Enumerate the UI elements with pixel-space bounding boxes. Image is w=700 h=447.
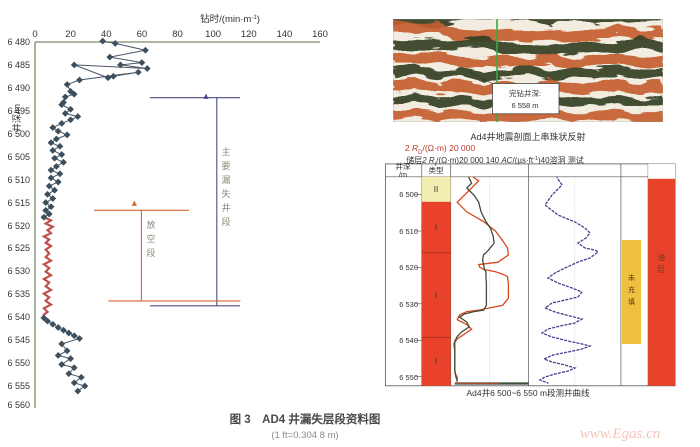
svg-text:II: II	[434, 185, 438, 194]
svg-text:6 515: 6 515	[7, 198, 30, 208]
svg-text:6 505: 6 505	[7, 152, 30, 162]
svg-text:6 530: 6 530	[399, 300, 418, 309]
svg-text:60: 60	[137, 29, 148, 40]
svg-text:失: 失	[221, 188, 230, 199]
svg-text:放: 放	[146, 219, 155, 230]
svg-text:钻时/(min·m-1): 钻时/(min·m-1)	[200, 13, 260, 25]
svg-text:6 550: 6 550	[7, 358, 30, 368]
svg-text:6 540: 6 540	[7, 312, 30, 322]
svg-text:I: I	[435, 357, 437, 366]
svg-text:/m: /m	[399, 170, 407, 179]
svg-text:类型: 类型	[429, 165, 444, 175]
svg-text:100: 100	[205, 29, 221, 40]
svg-text:段: 段	[221, 216, 230, 227]
svg-text:充: 充	[628, 285, 635, 294]
svg-text:6 510: 6 510	[7, 175, 30, 185]
svg-text:段: 段	[146, 247, 155, 258]
svg-text:120: 120	[241, 29, 257, 40]
svg-text:要: 要	[221, 161, 230, 171]
svg-text:填: 填	[628, 297, 635, 306]
svg-text:I: I	[435, 291, 437, 300]
svg-text:6 525: 6 525	[7, 243, 30, 253]
svg-text:完钻井深:: 完钻井深:	[509, 88, 541, 98]
svg-text:6 520: 6 520	[7, 221, 30, 231]
svg-text:(1 ft=0.304 8 m): (1 ft=0.304 8 m)	[271, 430, 338, 441]
svg-text:6 550: 6 550	[399, 373, 418, 382]
svg-text:井: 井	[221, 202, 230, 213]
svg-text:80: 80	[172, 29, 183, 40]
svg-text:层: 层	[657, 265, 665, 274]
svg-text:主: 主	[221, 146, 230, 157]
svg-text:Ad4井地震剖面上串珠状反射: Ad4井地震剖面上串珠状反射	[470, 131, 585, 142]
svg-text:未: 未	[628, 273, 635, 282]
svg-text:6 555: 6 555	[7, 381, 30, 391]
svg-text:6 560: 6 560	[7, 400, 30, 410]
svg-text:140: 140	[276, 29, 292, 40]
svg-text:www.Egas.cn: www.Egas.cn	[580, 426, 661, 442]
svg-text:6 480: 6 480	[7, 37, 30, 47]
svg-text:漏: 漏	[221, 174, 230, 185]
svg-text:6 530: 6 530	[7, 266, 30, 276]
svg-text:6 545: 6 545	[7, 335, 30, 345]
svg-text:图 3 AD4 井漏失层段资料图: 图 3 AD4 井漏失层段资料图	[230, 412, 381, 426]
svg-text:6 510: 6 510	[399, 227, 418, 236]
svg-text:空: 空	[146, 233, 155, 244]
svg-text:6 485: 6 485	[7, 60, 30, 70]
svg-text:I: I	[435, 223, 437, 232]
svg-text:井深/m: 井深/m	[11, 104, 22, 132]
svg-text:6 535: 6 535	[7, 289, 30, 299]
svg-text:油: 油	[657, 252, 665, 262]
svg-text:160: 160	[312, 29, 328, 40]
svg-text:0: 0	[32, 29, 37, 40]
svg-text:6 558 m: 6 558 m	[511, 101, 538, 110]
svg-text:6 490: 6 490	[7, 83, 30, 93]
svg-text:20: 20	[65, 29, 76, 40]
svg-text:Ad4井6 500~6 550 m段测井曲线: Ad4井6 500~6 550 m段测井曲线	[466, 388, 590, 398]
